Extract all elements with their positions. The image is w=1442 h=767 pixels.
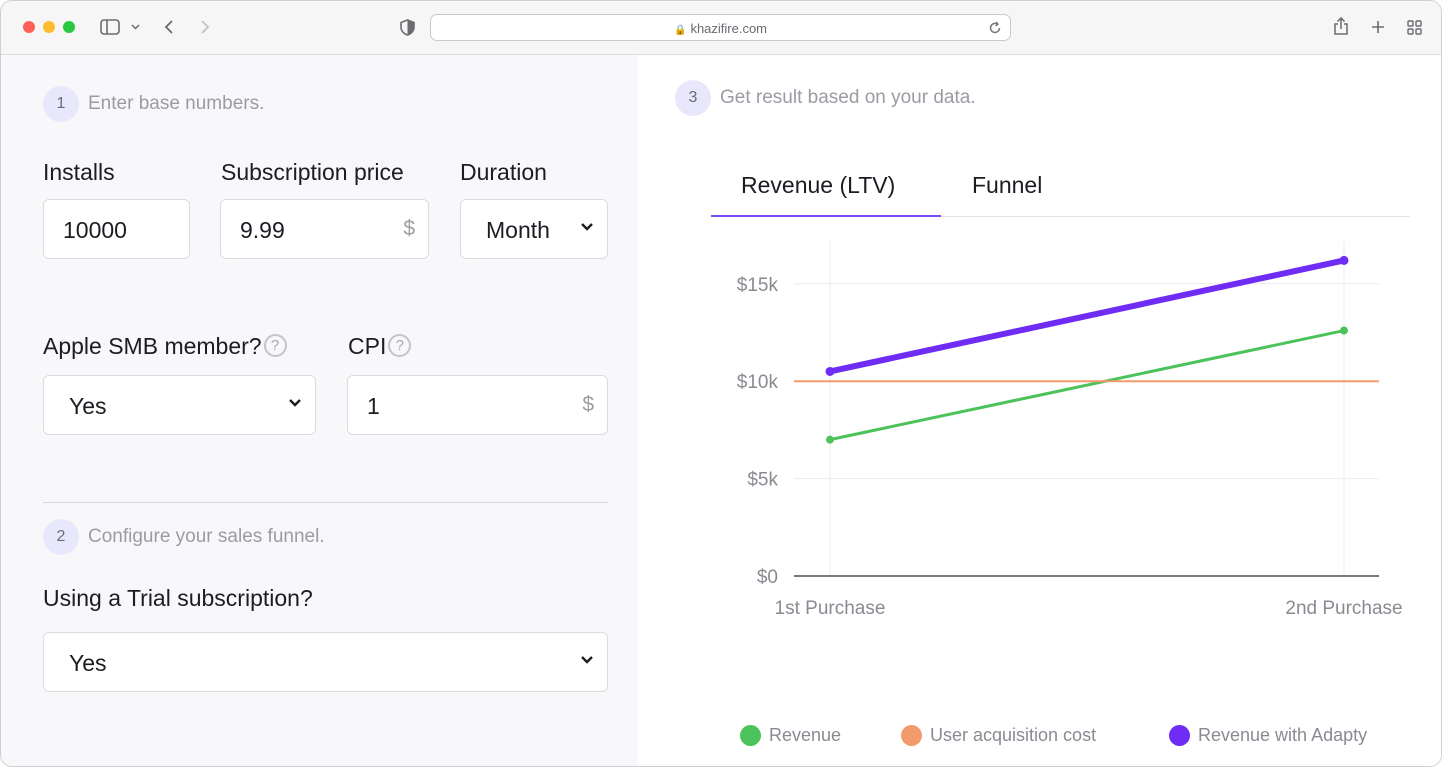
revenue-ltv-chart: $0 $5k $10k $15k 1st Purchase 2nd Purchase bbox=[737, 239, 1403, 619]
cpi-input[interactable]: 1 $ bbox=[347, 375, 608, 435]
data-point bbox=[1340, 326, 1348, 335]
active-tab-indicator bbox=[711, 215, 941, 217]
y-tick-label: $0 bbox=[757, 567, 778, 588]
chevron-down-icon bbox=[581, 223, 593, 231]
cpi-label-text: CPI bbox=[348, 333, 387, 359]
legend-marker bbox=[901, 725, 922, 746]
legend-label: Revenue bbox=[769, 725, 842, 745]
legend-label: User acquisition cost bbox=[930, 725, 1097, 745]
back-arrow-icon[interactable] bbox=[164, 19, 174, 35]
chevron-down-icon bbox=[581, 656, 593, 664]
browser-toolbar: 🔒 khazifire.com bbox=[1, 1, 1441, 55]
step-3-heading: 3 Get result based on your data. bbox=[675, 80, 976, 116]
duration-value: Month bbox=[486, 217, 550, 243]
apple-smb-label: Apple SMB member?? bbox=[43, 333, 287, 360]
trial-select[interactable]: Yes bbox=[43, 632, 608, 692]
reload-icon[interactable] bbox=[988, 21, 1002, 35]
cpi-label: CPI? bbox=[348, 333, 412, 360]
legend-marker bbox=[1169, 725, 1190, 746]
zoom-window-button[interactable] bbox=[63, 21, 75, 33]
step-text: Configure your sales funnel. bbox=[88, 526, 325, 547]
results-panel bbox=[638, 55, 1441, 766]
legend-item-revenue-with-adapty[interactable]: Revenue with Adapty bbox=[1169, 725, 1367, 746]
duration-select[interactable]: Month bbox=[460, 199, 608, 259]
legend-item-user-acquisition-cost[interactable]: User acquisition cost bbox=[901, 725, 1096, 746]
installs-input[interactable]: 10000 bbox=[43, 199, 190, 259]
step-text: Enter base numbers. bbox=[88, 93, 265, 114]
section-divider bbox=[43, 502, 608, 503]
step-2-heading: 2 Configure your sales funnel. bbox=[43, 519, 325, 555]
installs-value: 10000 bbox=[63, 217, 127, 243]
apple-smb-select[interactable]: Yes bbox=[43, 375, 316, 435]
legend-marker bbox=[740, 725, 761, 746]
data-point bbox=[826, 435, 834, 444]
trial-value: Yes bbox=[69, 650, 107, 676]
series-line bbox=[828, 329, 1346, 442]
trial-label: Using a Trial subscription? bbox=[43, 585, 313, 611]
chevron-down-icon[interactable] bbox=[131, 24, 140, 30]
data-point bbox=[825, 366, 835, 376]
new-tab-icon[interactable] bbox=[1371, 20, 1385, 34]
subscription-price-label: Subscription price bbox=[221, 159, 404, 185]
tab-funnel[interactable]: Funnel bbox=[972, 172, 1043, 198]
tab-overview-icon[interactable] bbox=[1407, 20, 1422, 35]
step-1-heading: 1 Enter base numbers. bbox=[43, 86, 264, 122]
tab-underline bbox=[711, 216, 1410, 217]
forward-arrow-icon[interactable] bbox=[200, 19, 210, 35]
sidebar-toggle-icon[interactable] bbox=[100, 19, 120, 35]
tab-revenue-ltv[interactable]: Revenue (LTV) bbox=[741, 172, 896, 198]
y-tick-label: $15k bbox=[737, 275, 779, 296]
cpi-value: 1 bbox=[367, 393, 380, 419]
address-bar[interactable]: 🔒 khazifire.com bbox=[430, 14, 1011, 41]
step-number: 2 bbox=[43, 519, 79, 555]
duration-label: Duration bbox=[460, 159, 547, 185]
help-icon[interactable]: ? bbox=[388, 334, 412, 358]
url-text: khazifire.com bbox=[690, 21, 768, 36]
apple-smb-label-text: Apple SMB member? bbox=[43, 333, 262, 359]
data-point bbox=[1339, 255, 1349, 265]
y-tick-label: $10k bbox=[737, 372, 779, 393]
chevron-down-icon bbox=[289, 399, 301, 407]
step-number: 1 bbox=[43, 86, 79, 122]
dollar-unit: $ bbox=[403, 217, 415, 240]
apple-smb-value: Yes bbox=[69, 393, 107, 419]
subscription-price-input[interactable]: 9.99 $ bbox=[220, 199, 429, 259]
legend-item-revenue[interactable]: Revenue bbox=[740, 725, 841, 746]
x-tick-label: 2nd Purchase bbox=[1285, 598, 1402, 619]
help-icon[interactable]: ? bbox=[263, 334, 287, 358]
share-icon[interactable] bbox=[1333, 17, 1349, 36]
series-line bbox=[827, 257, 1347, 375]
lock-icon: 🔒 bbox=[673, 25, 687, 36]
close-window-button[interactable] bbox=[23, 21, 35, 33]
legend-label: Revenue with Adapty bbox=[1198, 725, 1368, 745]
y-tick-label: $5k bbox=[747, 470, 778, 491]
step-number: 3 bbox=[675, 80, 711, 116]
x-tick-label: 1st Purchase bbox=[775, 598, 886, 619]
dollar-unit: $ bbox=[582, 393, 594, 416]
step-text: Get result based on your data. bbox=[720, 87, 976, 108]
subscription-price-value: 9.99 bbox=[240, 217, 285, 243]
minimize-window-button[interactable] bbox=[43, 21, 55, 33]
privacy-shield-icon[interactable] bbox=[400, 19, 415, 36]
installs-label: Installs bbox=[43, 159, 115, 185]
